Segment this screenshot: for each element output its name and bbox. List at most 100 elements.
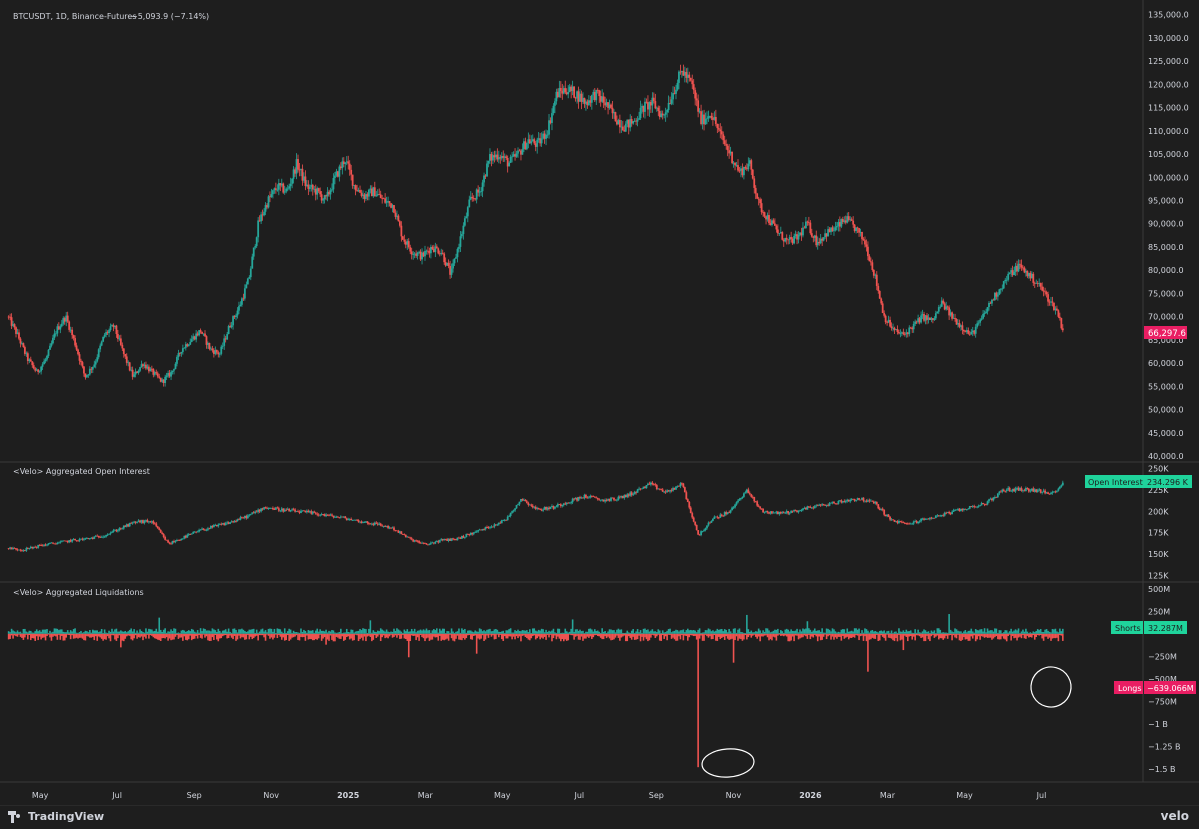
- candle-body: [995, 292, 998, 297]
- longs-liquidation-bar: [247, 633, 249, 635]
- candle-body: [334, 175, 336, 178]
- shorts-liquidation-bar: [112, 631, 115, 634]
- longs-liquidation-bar: [340, 633, 342, 639]
- open-interest-pane[interactable]: [7, 480, 1064, 552]
- candle-body: [955, 318, 958, 325]
- oi-candle-body: [571, 498, 574, 503]
- oi-candle-body: [611, 497, 614, 499]
- oi-candle-body: [398, 531, 401, 533]
- candle-body: [267, 196, 270, 208]
- shorts-liquidation-bar: [87, 632, 90, 634]
- candle-body: [9, 316, 12, 318]
- liq-tick-label: 250M: [1148, 607, 1170, 616]
- oi-candle-body: [444, 538, 447, 540]
- candle-body: [652, 97, 655, 102]
- longs-liquidation-bar: [796, 633, 798, 636]
- shorts-liquidation-bar: [199, 628, 202, 634]
- longs-liquidation-bar: [32, 633, 35, 639]
- longs-liquidation-bar: [381, 633, 383, 638]
- longs-liquidation-bar: [108, 633, 110, 639]
- candle-body: [29, 359, 32, 362]
- longs-liquidation-bar: [24, 633, 26, 638]
- longs-liquidation-bar: [1025, 633, 1027, 639]
- longs-liquidation-bar: [232, 633, 234, 640]
- oi-candle-body: [750, 494, 753, 497]
- longs-liquidation-bar: [753, 633, 756, 635]
- shorts-liquidation-bar: [204, 628, 206, 634]
- longs-liquidation-bar: [368, 633, 370, 636]
- oi-candle-body: [258, 509, 261, 512]
- price-pane[interactable]: [7, 64, 1064, 387]
- candle-body: [71, 329, 74, 336]
- longs-liquidation-bar: [645, 633, 648, 640]
- shorts-liquidation-bar: [235, 629, 237, 634]
- oi-candle-body: [1053, 491, 1055, 493]
- longs-liquidation-bar: [136, 633, 138, 639]
- longs-liquidation-bar: [616, 633, 618, 636]
- candle-body: [582, 97, 584, 102]
- longs-liquidation-bar: [554, 633, 556, 636]
- oi-candle-body: [201, 528, 203, 530]
- candle-body: [31, 361, 34, 366]
- oi-candle-body: [698, 534, 701, 536]
- longs-liquidation-bar: [214, 633, 217, 636]
- oi-candle-body: [589, 495, 592, 498]
- x-axis-label: Sep: [187, 791, 202, 800]
- longs-liquidation-bar: [1028, 633, 1030, 638]
- tradingview-logo[interactable]: TradingView: [8, 810, 104, 823]
- candle-body: [806, 221, 809, 223]
- longs-liquidation-bar: [288, 633, 290, 641]
- oi-candle-body: [536, 508, 539, 509]
- candle-body: [639, 107, 642, 119]
- shorts-liquidation-bar: [446, 631, 448, 634]
- shorts-liquidation-bar: [518, 630, 521, 634]
- oi-candle-body: [322, 514, 325, 515]
- chart-canvas[interactable]: 40,000.045,000.050,000.055,000.060,000.0…: [0, 0, 1199, 805]
- candle-body: [351, 174, 354, 186]
- shorts-liquidation-bar: [692, 630, 695, 634]
- shorts-liquidation-bar: [171, 630, 174, 634]
- longs-liquidation-bar: [689, 633, 692, 636]
- shorts-liquidation-bar: [10, 628, 13, 634]
- shorts-liquidation-bar: [701, 632, 704, 634]
- oi-candle-body: [965, 509, 968, 510]
- shorts-liquidation-bar: [241, 628, 243, 634]
- candle-body: [152, 368, 155, 375]
- longs-liquidation-bar: [38, 633, 41, 637]
- candle-body: [1058, 316, 1061, 319]
- shorts-liquidation-bar: [195, 632, 197, 634]
- oi-candle-body: [428, 543, 431, 545]
- shorts-liquidation-bar: [788, 631, 791, 634]
- longs-liquidation-bar: [661, 633, 664, 636]
- liquidations-pane[interactable]: [7, 614, 1064, 768]
- candle-body: [243, 288, 246, 299]
- longs-liquidation-bar: [359, 633, 361, 640]
- longs-liquidation-bar: [822, 633, 825, 637]
- candle-body: [142, 364, 144, 367]
- longs-liquidation-bar: [59, 633, 62, 640]
- candle-body: [1050, 301, 1052, 303]
- shorts-liquidation-bar: [1035, 630, 1038, 634]
- oi-candle-body: [390, 527, 392, 529]
- oi-candle-body: [638, 488, 640, 490]
- longs-liquidation-bar: [393, 633, 395, 637]
- candle-body: [143, 364, 146, 367]
- oi-candle-body: [387, 525, 389, 529]
- shorts-liquidation-bar: [505, 630, 507, 634]
- longs-liquidation-bar: [648, 633, 651, 641]
- oi-candle-body: [56, 542, 59, 545]
- candle-body: [710, 115, 713, 119]
- candle-body: [396, 215, 398, 217]
- candle-body: [319, 191, 322, 195]
- candle-body: [379, 194, 382, 199]
- candle-body: [391, 205, 394, 208]
- oi-candle-body: [112, 530, 115, 533]
- candle-body: [676, 82, 679, 90]
- shorts-liquidation-bar: [644, 628, 646, 634]
- candle-body: [187, 344, 190, 347]
- longs-liquidation-bar: [186, 633, 189, 641]
- shorts-liquidation-bar: [868, 632, 871, 634]
- longs-liquidation-bar: [749, 633, 751, 636]
- longs-liquidation-bar: [1031, 633, 1033, 638]
- oi-candle-body: [316, 513, 319, 515]
